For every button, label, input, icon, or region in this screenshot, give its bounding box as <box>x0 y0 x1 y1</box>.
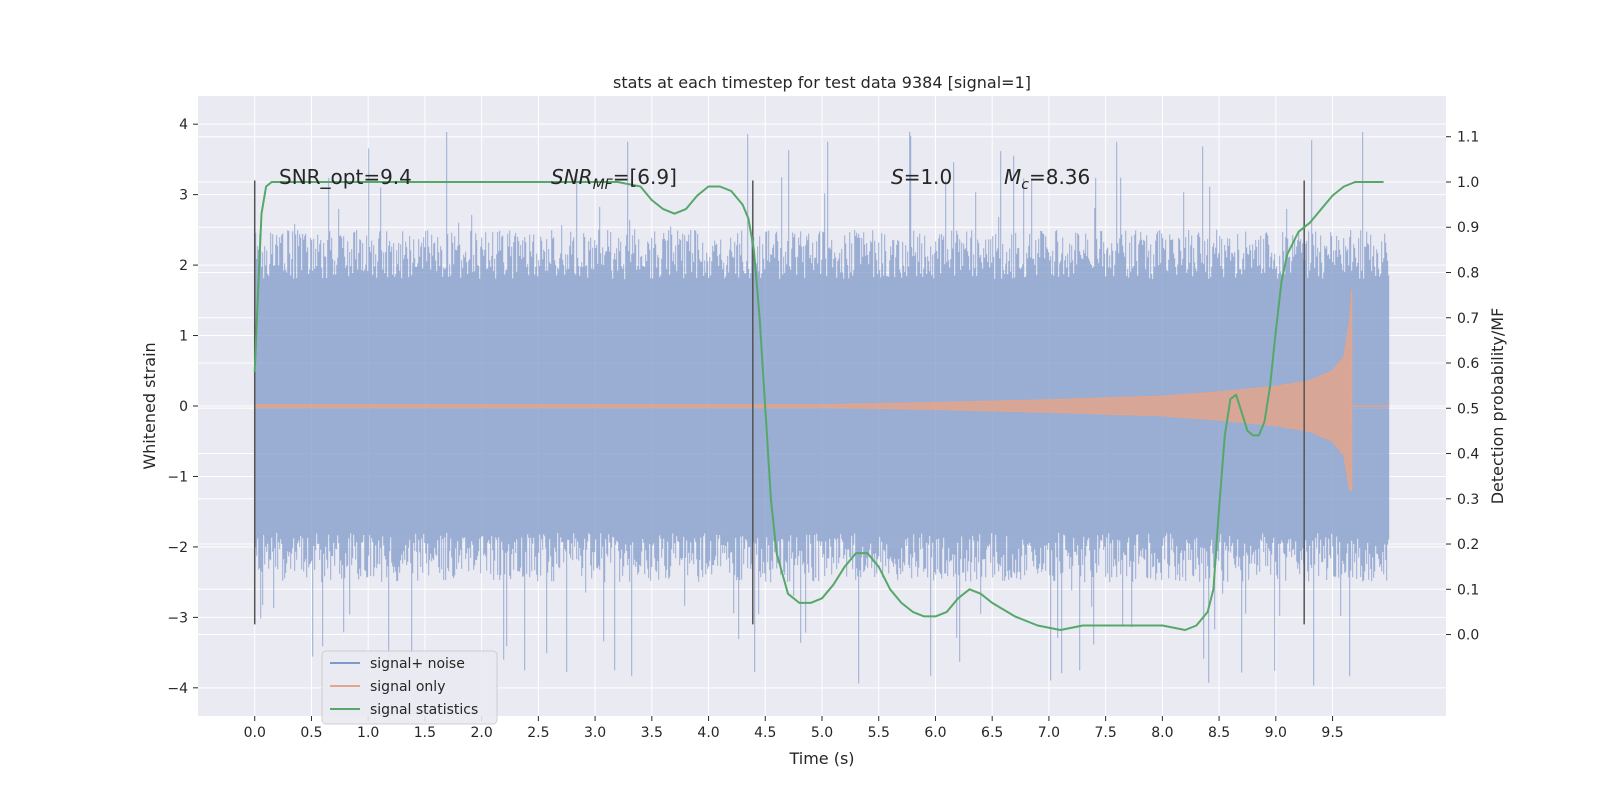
y-right-tick-label-0: 0.0 <box>1457 628 1479 644</box>
y-right-tick-label-3: 0.3 <box>1457 492 1479 508</box>
legend-label-signal-statistics: signal statistics <box>370 702 478 718</box>
series-signal-statistics <box>253 181 1384 631</box>
y-left-axis-label: Whitened strain <box>140 342 159 469</box>
x-tick-label-1: 0.5 <box>300 725 322 741</box>
annotation-snr-opt: SNR_opt=9.4 <box>279 165 412 189</box>
legend-box <box>321 650 498 725</box>
y-left-tick-label-3: −1 <box>167 469 188 485</box>
y-right-tick-label-9: 0.9 <box>1457 220 1479 236</box>
annotation-snr-mf: SNRMF=[6.9] <box>551 165 677 193</box>
x-tick-label-4: 2.0 <box>471 725 493 741</box>
y-right-tick-label-7: 0.7 <box>1457 311 1479 327</box>
x-tick-label-16: 8.0 <box>1151 725 1173 741</box>
y-left-tick-label-8: 4 <box>179 117 188 133</box>
y-right-tick-label-6: 0.6 <box>1457 356 1479 372</box>
x-tick-label-10: 5.0 <box>811 725 833 741</box>
annotation-mc: Mc=8.36 <box>1004 165 1090 193</box>
x-tick-label-18: 9.0 <box>1265 725 1287 741</box>
y-left-tick-label-4: 0 <box>179 399 188 415</box>
y-left-tick-label-2: −2 <box>167 540 188 556</box>
y-right-tick-label-5: 0.5 <box>1457 401 1479 417</box>
x-tick-label-19: 9.5 <box>1321 725 1343 741</box>
y-right-tick-label-2: 0.2 <box>1457 537 1479 553</box>
y-left-tick-label-0: −4 <box>167 681 188 697</box>
x-tick-label-0: 0.0 <box>244 725 266 741</box>
y-left-tick-label-7: 3 <box>179 188 188 204</box>
y-right-tick-label-11: 1.1 <box>1457 130 1479 146</box>
x-tick-label-14: 7.0 <box>1038 725 1060 741</box>
x-tick-label-12: 6.0 <box>924 725 946 741</box>
x-tick-label-3: 1.5 <box>414 725 436 741</box>
x-tick-label-8: 4.0 <box>697 725 719 741</box>
x-tick-label-6: 3.0 <box>584 725 606 741</box>
statistics-line <box>253 181 1384 631</box>
annotations: SNR_opt=9.4 SNRMF=[6.9] S=1.0 Mc=8.36 <box>279 165 1090 193</box>
x-tick-label-11: 5.5 <box>868 725 890 741</box>
x-tick-label-13: 6.5 <box>981 725 1003 741</box>
legend-label-signal-plus-noise: signal+ noise <box>370 656 465 672</box>
legend: signal+ noise signal only signal statist… <box>321 650 498 725</box>
vertical-markers <box>253 180 1305 625</box>
x-tick-label-5: 2.5 <box>527 725 549 741</box>
x-axis-ticks: 0.0 0.5 1.0 1.5 2.0 2.5 3.0 3.5 4.0 4.5 5.0 5.5 6.0 6… <box>244 716 1344 741</box>
y-left-axis-ticks: −4 −3 −2 −1 0 1 2 3 4 <box>167 117 198 697</box>
y-right-tick-label-10: 1.0 <box>1457 175 1479 191</box>
legend-label-signal-only: signal only <box>370 679 445 695</box>
y-left-tick-label-1: −3 <box>167 610 188 626</box>
y-right-axis-label: Detection probability/MF <box>1488 308 1507 505</box>
annotation-s: S=1.0 <box>891 165 952 189</box>
chirp-envelope <box>254 289 1353 491</box>
x-tick-label-2: 1.0 <box>357 725 379 741</box>
x-tick-label-7: 3.5 <box>641 725 663 741</box>
y-right-axis-ticks: 0.0 0.1 0.2 0.3 0.4 0.5 0.6 0.7 0.8 0.9 1.0 1.1 <box>1446 130 1479 644</box>
y-left-tick-label-6: 2 <box>179 258 188 274</box>
y-left-tick-label-5: 1 <box>179 329 188 345</box>
x-tick-label-9: 4.5 <box>754 725 776 741</box>
chart-title: stats at each timestep for test data 938… <box>613 73 1031 92</box>
y-right-tick-label-1: 0.1 <box>1457 582 1479 598</box>
series-signal-only <box>254 289 1390 491</box>
y-right-tick-label-4: 0.4 <box>1457 447 1479 463</box>
x-tick-label-17: 8.5 <box>1208 725 1230 741</box>
x-tick-label-15: 7.5 <box>1095 725 1117 741</box>
x-axis-label: Time (s) <box>788 749 854 768</box>
y-right-tick-label-8: 0.8 <box>1457 265 1479 281</box>
